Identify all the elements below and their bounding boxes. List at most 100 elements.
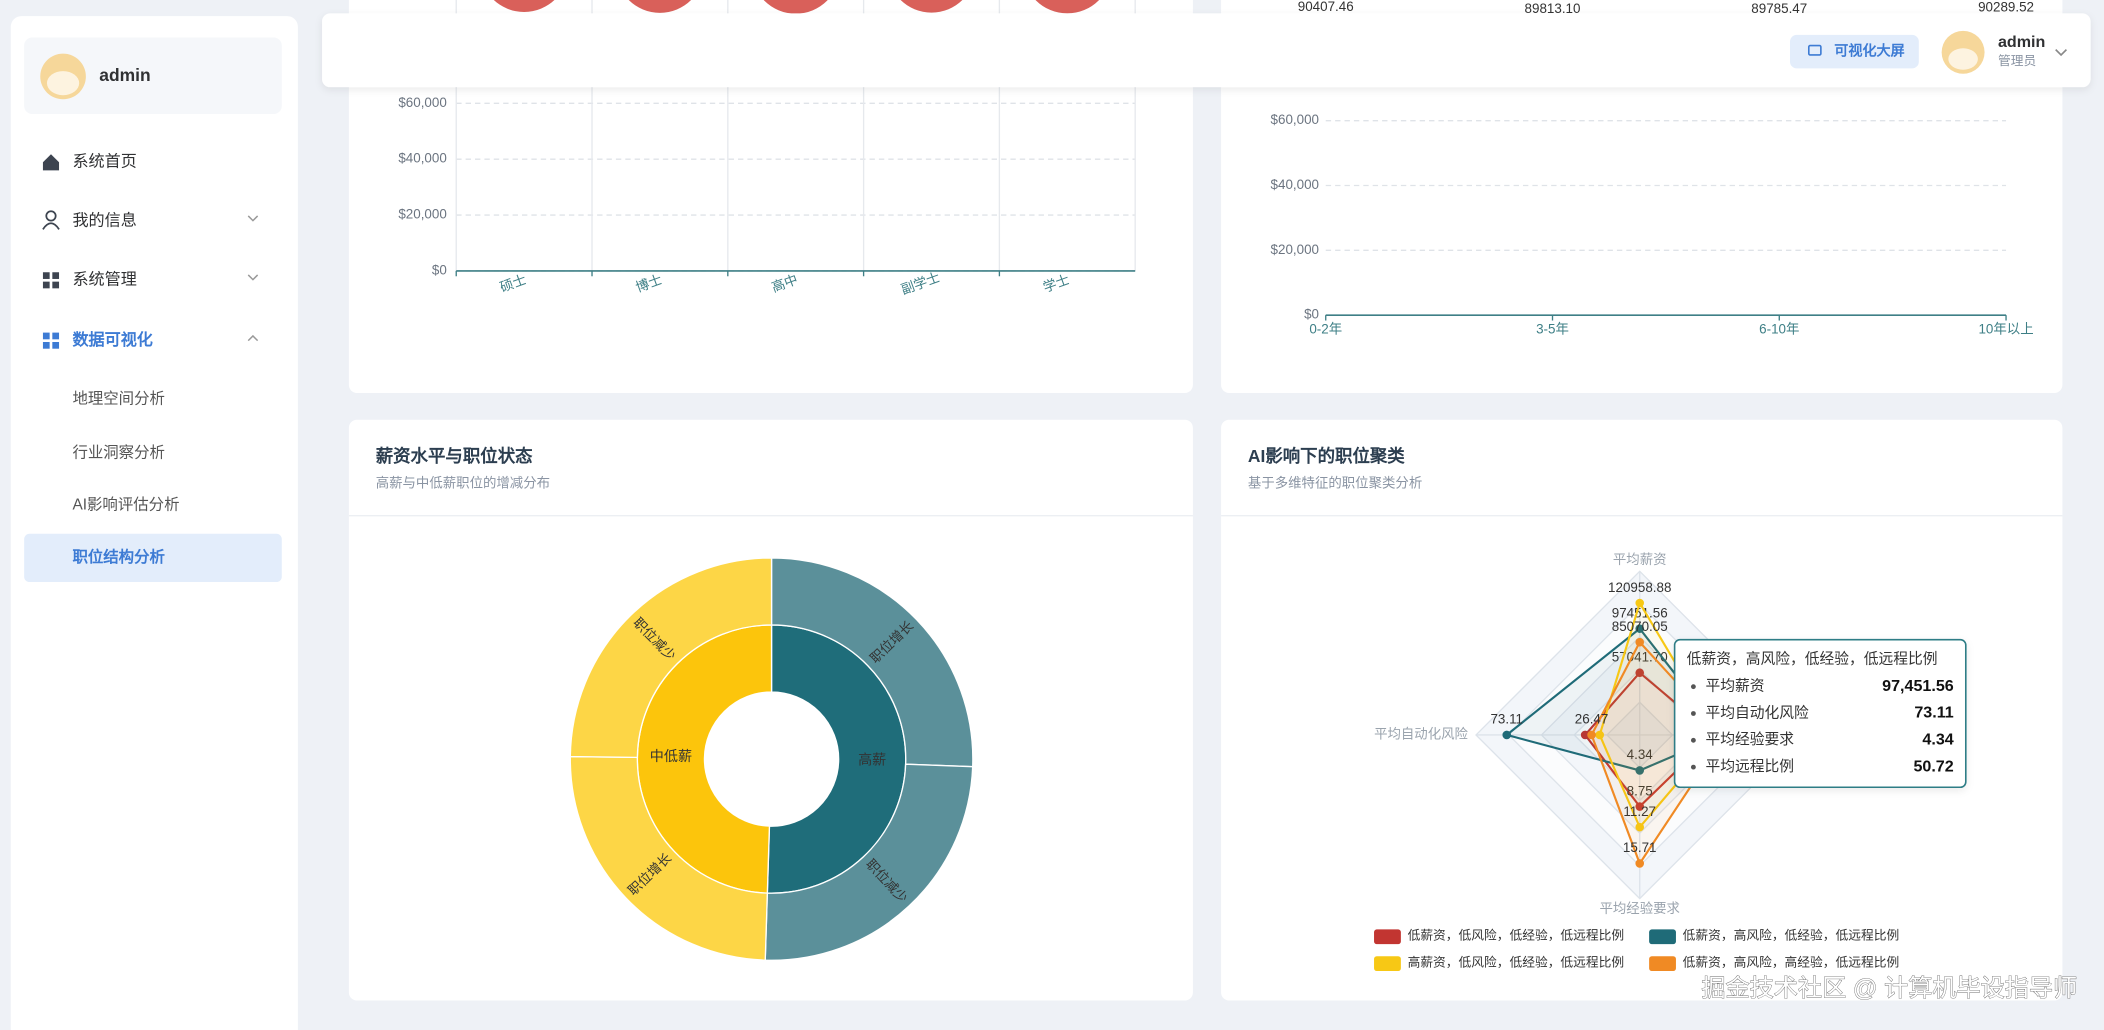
radar-point [1502,730,1512,740]
y-tick-label: $0 [1304,307,1319,322]
indicator-label: 平均自动化风险 [1374,726,1468,741]
active-item [24,533,282,583]
menu-item[interactable]: 系统首页 [72,153,136,171]
data-label: 11.27 [1623,804,1656,819]
sidebar-user: admin [99,65,150,85]
radar-point [1580,730,1590,740]
outer-segment [764,763,974,961]
tooltip-value: 50.72 [1913,757,1953,775]
data-label: 97451.56 [1612,605,1668,620]
radar-point [1595,730,1605,740]
tooltip [1673,638,1967,789]
radar-point [1635,624,1645,633]
legend-swatch [1649,929,1676,945]
screen-icon [1807,44,1822,56]
data-label: 57041.70 [1612,650,1668,665]
user-role: 管理员 [1998,53,2036,68]
x-tick-label: 6-10年 [1759,321,1799,336]
data-label: 26.47 [1575,712,1609,727]
home-icon [42,154,60,171]
panel-title: 薪资水平与职位状态 [376,446,533,466]
marker [1035,0,1100,14]
grid-icon [42,272,60,289]
tooltip-label: 平均薪资 [1705,678,1764,695]
legend-swatch [1374,956,1401,971]
chevron [247,274,259,281]
menu-item[interactable]: 数据可视化 [72,330,152,349]
inner-label: 高薪 [858,751,886,767]
tooltip-label: 平均经验要求 [1705,731,1794,748]
outer-segment [569,557,773,759]
user-name: admin [1998,33,2045,51]
data-label: 73.11 [1490,712,1523,727]
data-label: 4.34 [1627,747,1654,762]
y-tick-label: $40,000 [398,151,446,166]
user-icon [45,210,57,222]
submenu-item[interactable]: 行业洞察分析 [72,443,164,461]
marker [628,0,692,13]
tooltip-value: 4.34 [1922,731,1953,749]
data-label: 89785.47 [1751,1,1807,16]
avatar-face [1948,48,1978,70]
y-tick-label: $60,000 [1271,112,1319,127]
legend-label: 低薪资，高风险，高经验，低远程比例 [1683,954,1900,969]
y-tick-label: $20,000 [1271,242,1319,257]
inner-label: 中低薪 [650,748,692,764]
radar-point [1635,859,1645,868]
tooltip-dot [1690,737,1696,743]
legend-label: 高薪资，低风险，低经验，低远程比例 [1408,954,1625,969]
radar-point [1635,668,1645,678]
chart-icon [42,332,60,349]
tooltip-label: 平均自动化风险 [1705,704,1809,721]
x-tick-label: 10年以上 [1978,321,2033,336]
data-label: 89813.10 [1525,1,1581,16]
radar-point [1635,637,1645,647]
tooltip-value: 73.11 [1914,704,1953,722]
tooltip-label: 平均远程比例 [1705,758,1794,775]
watermark: 掘金技术社区 @ 计算机毕设指导师 [1701,975,2077,1002]
x-tick-label: 3-5年 [1536,321,1569,336]
panel [1221,0,2063,393]
panel-subtitle: 基于多维特征的职位聚类分析 [1248,475,1422,491]
menu-item[interactable]: 系统管理 [72,271,136,289]
panel [348,419,1193,1001]
overlay: 可视化大屏 admin 管理员 admin 系统首页 我的信息 系统管理 数据可… [10,13,2091,1030]
radar-point [1635,802,1645,811]
data-label: 85070.05 [1612,619,1668,634]
legend-swatch [1649,956,1676,971]
chevron [247,334,259,342]
screen-button[interactable] [1790,34,1919,69]
radar-point [1587,730,1596,740]
radar-point [1635,766,1645,775]
user-icon [42,222,60,230]
y-tick-label: $0 [432,262,447,277]
panel-title: AI影响下的职位聚类 [1248,446,1405,466]
indicator-label: 平均薪资 [1613,552,1667,567]
data-label: 8.75 [1627,783,1653,798]
tooltip-dot [1690,684,1696,690]
tooltip-value: 97,451.56 [1882,677,1954,695]
user-dropdown[interactable] [2055,49,2067,57]
radar-point [1635,822,1645,832]
submenu-item[interactable]: 职位结构分析 [72,547,165,566]
radar-point [1635,598,1645,608]
user-card [24,37,282,114]
tooltip-title: 低薪资，高风险，低经验，低远程比例 [1687,651,1938,668]
outer-segment [569,755,769,961]
panel [348,0,1193,393]
submenu-item[interactable]: AI影响评估分析 [72,496,179,514]
x-tick-label: 0-2年 [1309,321,1342,336]
tooltip-dot [1690,764,1696,770]
data-label: 120958.88 [1608,580,1671,595]
outer-segment [770,557,974,768]
menu-item[interactable]: 我的信息 [72,212,136,230]
legend-swatch [1374,929,1401,945]
sidebar [10,16,298,1030]
submenu-item[interactable]: 地理空间分析 [72,390,164,408]
data-label: 90289.52 [1978,0,2034,14]
button-label[interactable]: 可视化大屏 [1834,42,1904,58]
data-label: 90407.46 [1298,0,1354,14]
y-tick-label: $40,000 [1271,177,1319,192]
marker [493,0,555,13]
